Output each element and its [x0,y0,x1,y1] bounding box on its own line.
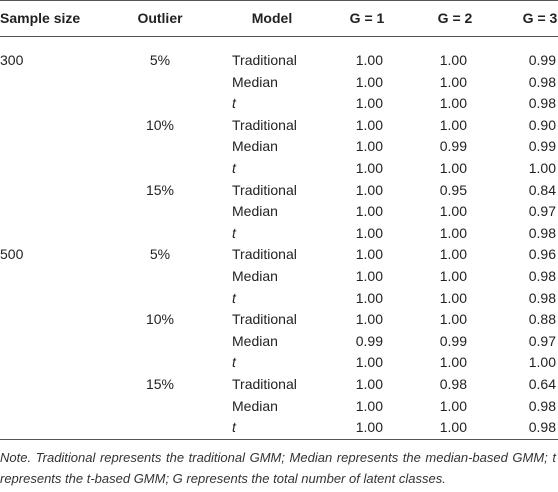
model: Traditional [232,311,297,328]
g3-value: 0.98 [528,268,556,284]
model: Median [232,397,278,414]
g2-value: 1.00 [439,311,467,328]
g1-value: 1.00 [355,289,383,306]
model: Traditional [232,116,297,133]
g3-value: 0.98 [528,419,556,436]
sample-size: 300 [0,52,24,68]
model: Traditional [232,246,297,263]
model: Median [232,203,278,220]
g3-value: 0.96 [528,246,556,263]
g1-value: 1.00 [355,138,383,155]
column-header: Model [251,10,293,26]
top-rule [0,0,558,1]
outlier: 10% [145,116,175,133]
g3-value: 0.99 [528,138,556,155]
g2-value: 1.00 [439,268,467,284]
model: Traditional [232,376,297,392]
model: Median [232,138,278,155]
g2-value: 1.00 [439,73,467,90]
g2-value: 1.00 [439,203,467,220]
g3-value: 1.00 [528,354,556,371]
outlier: 5% [149,246,171,263]
table-note: Note. Traditional represents the traditi… [0,450,556,486]
header-rule [0,36,558,37]
g3-value: 0.84 [528,181,556,198]
g1-value: 1.00 [355,116,383,133]
g3-value: 0.98 [528,95,556,112]
g1-value: 1.00 [355,73,383,90]
model: t [232,224,236,241]
g3-value: 0.64 [528,376,556,392]
g2-value: 0.98 [439,376,467,392]
g1-value: 1.00 [355,95,383,112]
g1-value: 1.00 [355,397,383,414]
g3-value: 0.90 [528,116,556,133]
g1-value: 1.00 [355,354,383,371]
sample-size: 500 [0,246,24,263]
outlier: 15% [145,181,175,198]
g2-value: 1.00 [439,419,467,436]
g2-value: 0.95 [439,181,467,198]
g3-value: 0.97 [528,332,556,349]
model: Traditional [232,181,297,198]
g1-value: 0.99 [355,332,383,349]
outlier: 10% [145,311,175,328]
g1-value: 1.00 [355,224,383,241]
g3-value: 0.88 [528,311,556,328]
g1-value: 1.00 [355,376,383,392]
model: Median [232,73,278,90]
column-header: G = 2 [437,10,473,26]
g1-value: 1.00 [355,52,383,68]
g3-value: 0.98 [528,73,556,90]
g3-value: 0.98 [528,224,556,241]
g3-value: 0.98 [528,397,556,414]
model: t [232,160,236,176]
g3-value: 1.00 [528,160,556,176]
model: t [232,354,236,371]
outlier: 5% [149,52,171,68]
model: Median [232,268,278,284]
g3-value: 0.97 [528,203,556,220]
g2-value: 1.00 [439,289,467,306]
model: t [232,95,236,112]
g2-value: 1.00 [439,246,467,263]
model: Traditional [232,52,297,68]
g1-value: 1.00 [355,246,383,263]
column-header: Sample size [0,10,81,26]
column-header: G = 1 [349,10,385,26]
g2-value: 1.00 [439,52,467,68]
bottom-rule [0,439,558,440]
g2-value: 0.99 [439,138,467,155]
g1-value: 1.00 [355,268,383,284]
g1-value: 1.00 [355,203,383,220]
g2-value: 1.00 [439,116,467,133]
model: Median [232,332,278,349]
g2-value: 1.00 [439,224,467,241]
g1-value: 1.00 [355,311,383,328]
column-header: G = 3 [522,10,558,26]
column-header: Outlier [137,10,183,26]
g1-value: 1.00 [355,419,383,436]
model: t [232,289,236,306]
g2-value: 1.00 [439,397,467,414]
model: t [232,419,236,436]
g2-value: 1.00 [439,160,467,176]
g1-value: 1.00 [355,181,383,198]
g1-value: 1.00 [355,160,383,176]
g3-value: 0.98 [528,289,556,306]
g3-value: 0.99 [528,52,556,68]
outlier: 15% [145,376,175,392]
g2-value: 1.00 [439,354,467,371]
g2-value: 0.99 [439,332,467,349]
g2-value: 1.00 [439,95,467,112]
